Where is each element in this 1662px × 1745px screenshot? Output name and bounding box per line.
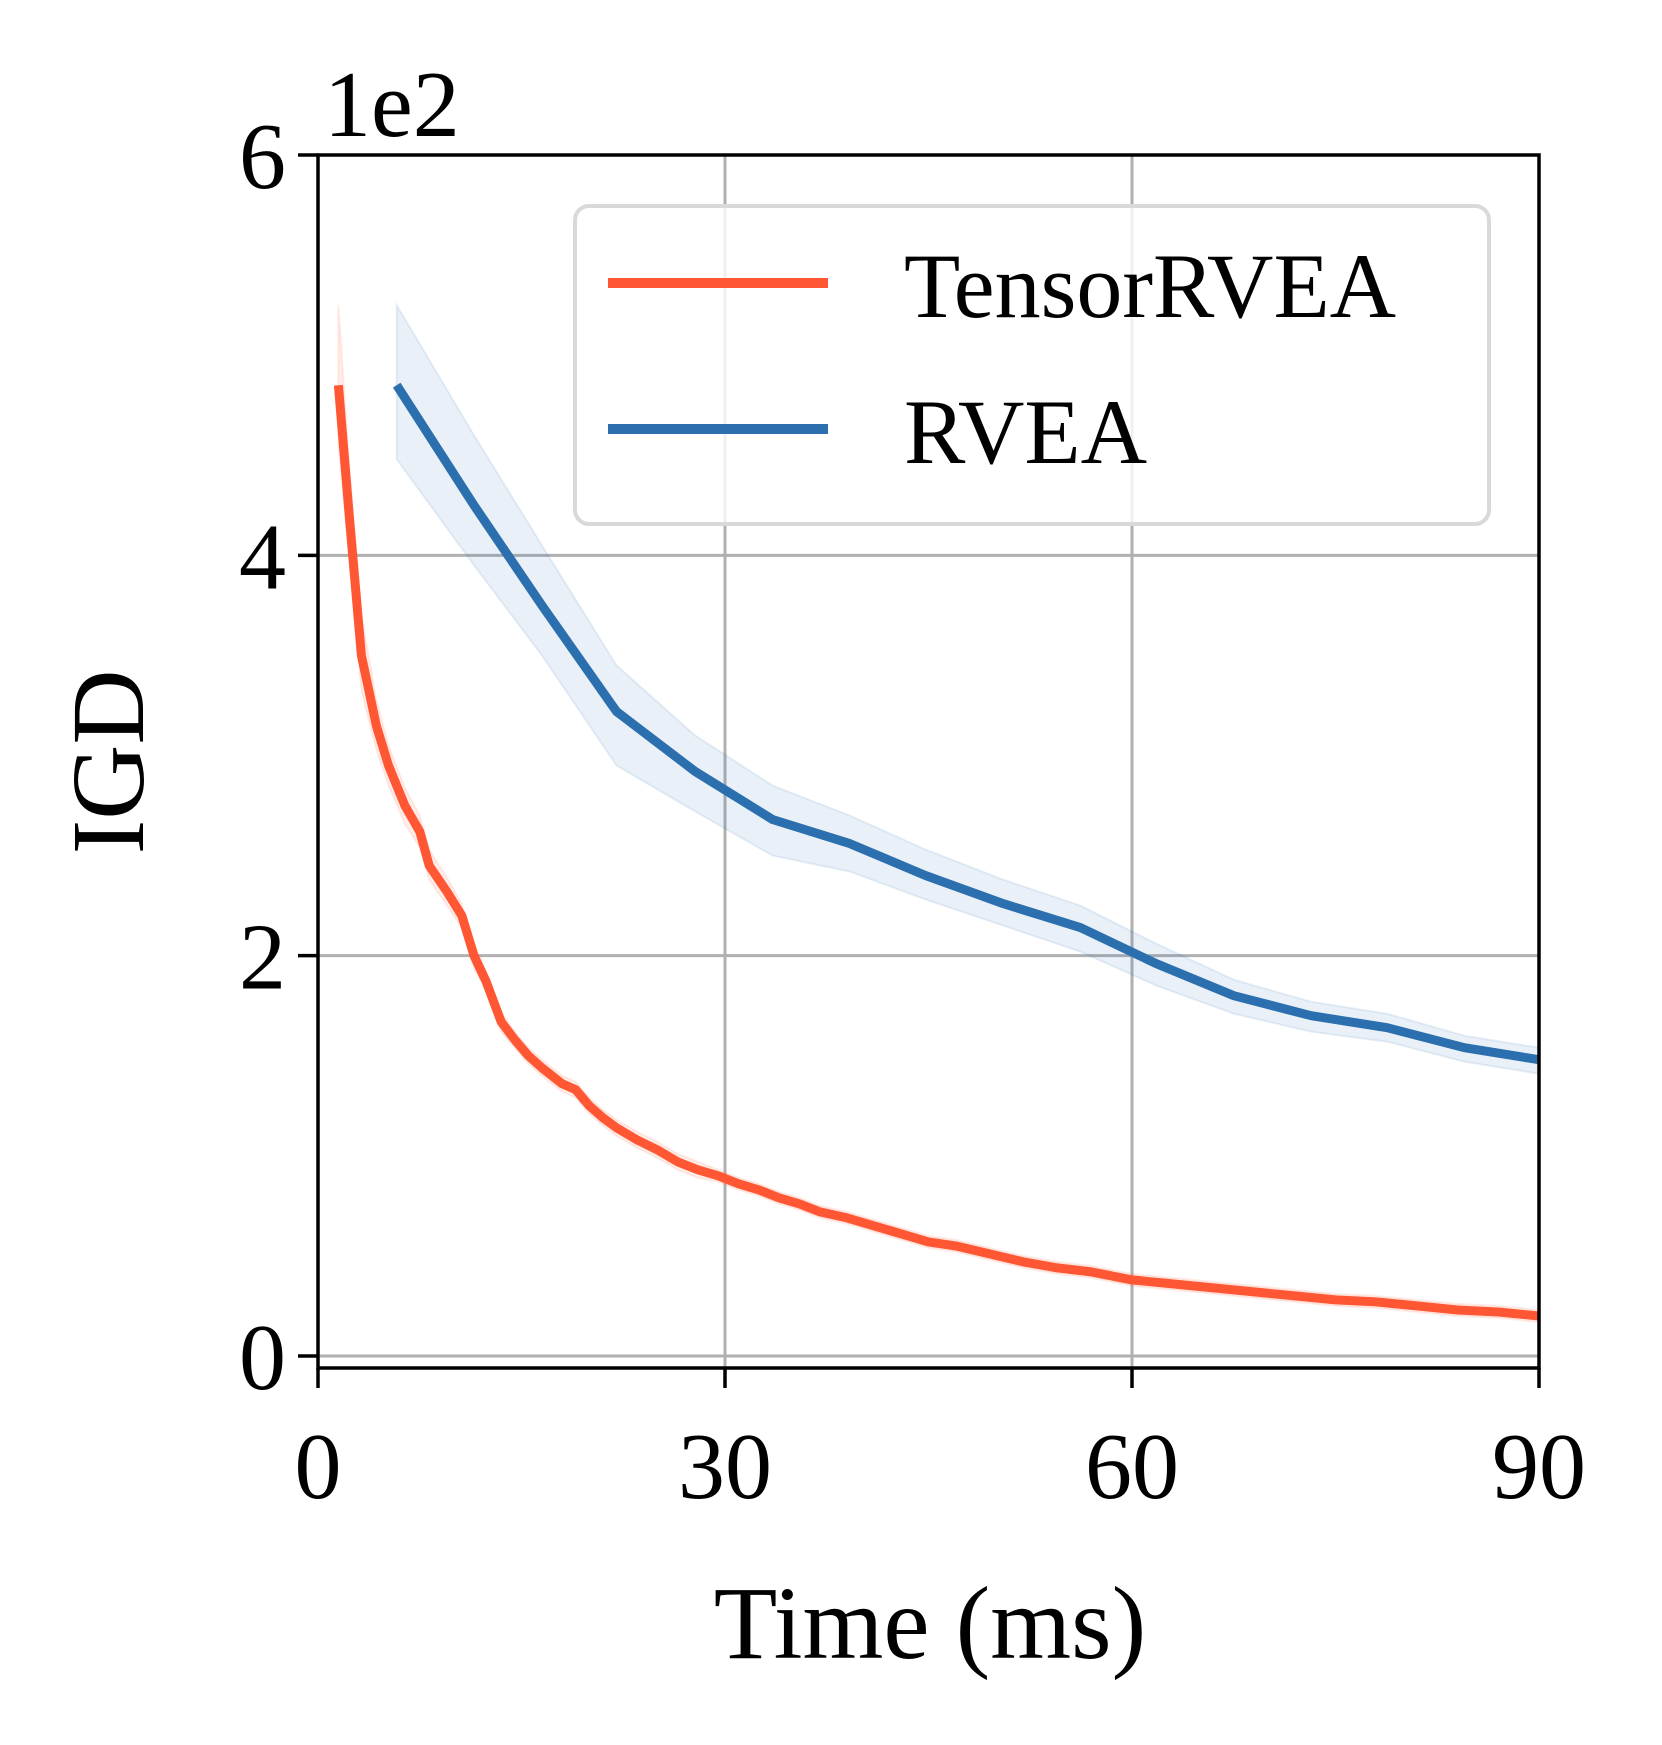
y-axis-title: IGD — [51, 670, 166, 855]
y-tick-label: 2 — [239, 906, 286, 1010]
series-line-tensorrvea — [333, 384, 1540, 1321]
x-axis-title: Time (ms) — [714, 1566, 1146, 1681]
y-tick-label: 4 — [239, 505, 286, 609]
legend: TensorRVEA RVEA — [573, 204, 1491, 526]
y-tick-label: 0 — [239, 1306, 286, 1410]
x-tick-label: 90 — [1492, 1415, 1586, 1519]
series-line-rvea — [392, 382, 1540, 1065]
x-tick-label: 0 — [295, 1415, 342, 1519]
axis-ticks: 0 30 60 90 0 2 4 6 — [239, 105, 1586, 1519]
legend-label-tensorrvea: TensorRVEA — [904, 235, 1396, 337]
x-tick-label: 60 — [1085, 1415, 1179, 1519]
plot-frame — [316, 153, 1541, 1370]
y-offset-label: 1e2 — [324, 53, 460, 157]
x-tick-label: 30 — [678, 1415, 772, 1519]
y-tick-label: 6 — [239, 105, 286, 209]
legend-label-rvea: RVEA — [904, 381, 1147, 483]
series-lines — [333, 382, 1540, 1321]
